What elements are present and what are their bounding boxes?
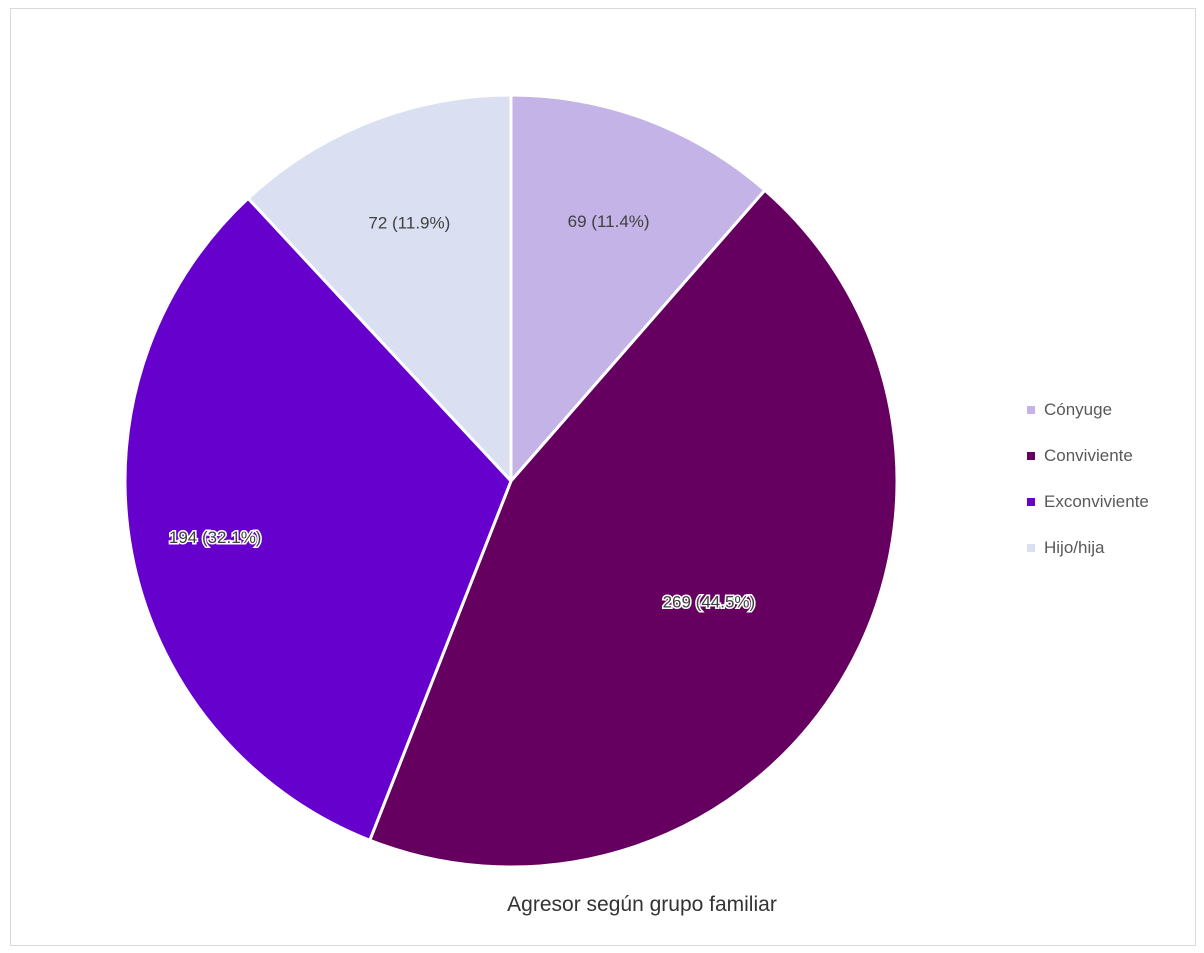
chart-title: Agresor según grupo familiar: [507, 893, 777, 916]
legend-swatch: [1027, 406, 1035, 414]
legend-item: Exconviviente: [1027, 490, 1149, 514]
legend-label: Hijo/hija: [1044, 538, 1105, 557]
legend-label: Cónyuge: [1044, 400, 1113, 419]
legend-swatch: [1027, 544, 1035, 552]
legend-item: Hijo/hija: [1027, 536, 1149, 560]
pie-slice-exconviviente: [123, 196, 513, 842]
data-label: 194 (32.1%): [169, 528, 262, 547]
pie-data-labels: 69 (11.4%) 269 (44.5%) 194 (32.1%) 72 (11.9…: [167, 212, 756, 613]
data-label: 72 (11.9%): [368, 213, 450, 232]
pie-slice-c-nyuge: [509, 93, 767, 483]
legend-item: Cónyuge: [1027, 398, 1149, 422]
pie-slice-conviviente: [368, 188, 899, 869]
data-label: 69 (11.4%): [568, 212, 650, 231]
pie-slice-hijo-hija: [246, 93, 513, 483]
legend-swatch: [1027, 498, 1035, 506]
legend-swatch: [1027, 452, 1035, 460]
data-label: 269 (44.5%): [663, 592, 756, 611]
pie-slices: [123, 93, 899, 869]
legend-label: Conviviente: [1044, 446, 1133, 465]
legend-label: Exconviviente: [1044, 492, 1149, 511]
legend: Cónyuge Conviviente Exconviviente Hijo/hija: [1027, 398, 1149, 582]
legend-item: Conviviente: [1027, 444, 1149, 468]
